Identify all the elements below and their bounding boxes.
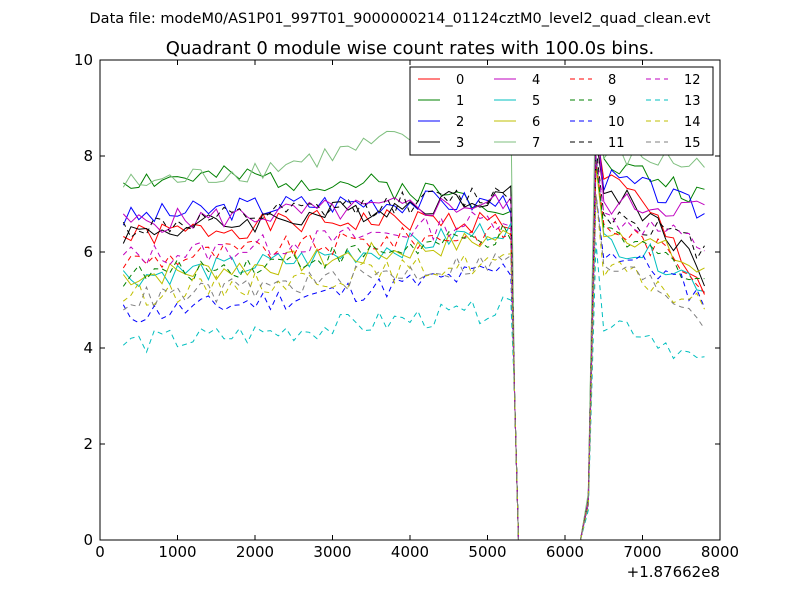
series-line-15	[123, 194, 704, 540]
series-line-1	[123, 94, 704, 540]
x-tick-label: 5000	[468, 543, 506, 561]
series-line-4	[123, 113, 704, 540]
chart-title: Quadrant 0 module wise count rates with …	[166, 38, 655, 59]
legend-label-10: 10	[608, 115, 625, 130]
x-tick-label: 7000	[623, 543, 661, 561]
x-tick-label: 6000	[546, 543, 584, 561]
x-tick-label: 2000	[236, 543, 274, 561]
legend-label-2: 2	[456, 115, 464, 130]
legend-label-13: 13	[684, 94, 701, 109]
series-line-2	[123, 118, 704, 540]
legend-label-6: 6	[532, 115, 540, 130]
y-tick-label: 10	[74, 51, 93, 69]
legend-label-14: 14	[684, 115, 701, 130]
legend-label-0: 0	[456, 73, 464, 88]
y-tick-label: 4	[83, 339, 93, 357]
series-line-0	[123, 127, 704, 540]
chart-figure: Data file: modeM0/AS1P01_997T01_90000002…	[0, 0, 800, 600]
legend-label-9: 9	[608, 94, 616, 109]
legend-label-4: 4	[532, 73, 540, 88]
y-tick-label: 6	[83, 243, 93, 261]
legend-label-12: 12	[684, 73, 701, 88]
chart-suptitle: Data file: modeM0/AS1P01_997T01_90000002…	[90, 11, 711, 27]
legend-label-11: 11	[608, 136, 625, 151]
x-offset-label: +1.87662e8	[627, 563, 720, 581]
series-line-3	[123, 137, 704, 540]
series-line-10	[123, 194, 704, 540]
x-tick-label: 8000	[701, 543, 739, 561]
x-tick-label: 1000	[158, 543, 196, 561]
series-line-9	[123, 161, 704, 540]
x-tick-label: 3000	[313, 543, 351, 561]
series-line-12	[123, 156, 704, 540]
legend-label-15: 15	[684, 136, 701, 151]
y-tick-label: 8	[83, 147, 93, 165]
y-tick-label: 0	[83, 531, 93, 549]
legend-label-7: 7	[532, 136, 540, 151]
series-line-8	[123, 161, 704, 540]
series-line-14	[123, 194, 704, 540]
x-tick-label: 4000	[391, 543, 429, 561]
series-line-13	[123, 242, 704, 540]
legend-label-3: 3	[456, 136, 464, 151]
legend-label-1: 1	[456, 94, 464, 109]
legend-label-5: 5	[532, 94, 540, 109]
series-line-5	[123, 156, 704, 540]
legend-label-8: 8	[608, 73, 616, 88]
y-tick-label: 2	[83, 435, 93, 453]
x-tick-label: 0	[95, 543, 105, 561]
